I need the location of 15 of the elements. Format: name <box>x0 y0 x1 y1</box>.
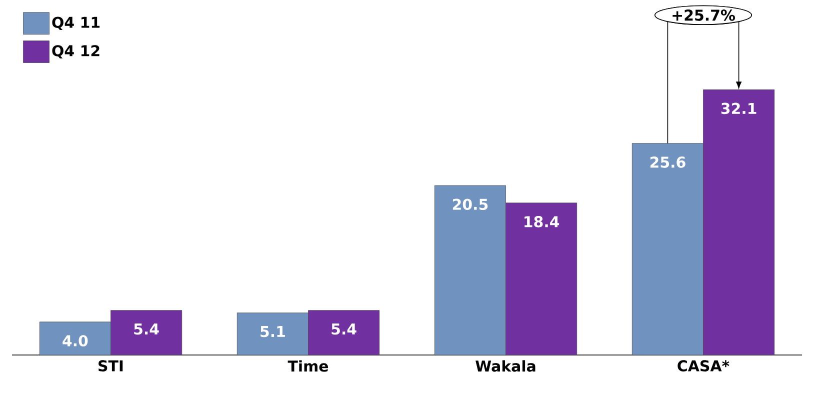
x-tick-label: STI <box>98 360 123 372</box>
x-tick-label: Wakala <box>476 360 536 372</box>
data-label: 5.1 <box>260 326 285 338</box>
legend-label: Q4 11 <box>52 16 100 30</box>
data-label: 25.6 <box>650 156 686 168</box>
data-label: 5.4 <box>332 324 356 335</box>
x-tick-label: CASA* <box>678 360 730 372</box>
data-label: 18.4 <box>524 216 560 228</box>
legend-label: Q4 12 <box>52 45 100 58</box>
data-label: 5.4 <box>134 324 159 335</box>
data-label: 32.1 <box>721 102 756 114</box>
data-label: 20.5 <box>452 198 488 210</box>
text: +25.7% <box>672 10 735 21</box>
data-label: 4.0 <box>62 335 88 346</box>
x-tick-label: Time <box>288 360 328 372</box>
